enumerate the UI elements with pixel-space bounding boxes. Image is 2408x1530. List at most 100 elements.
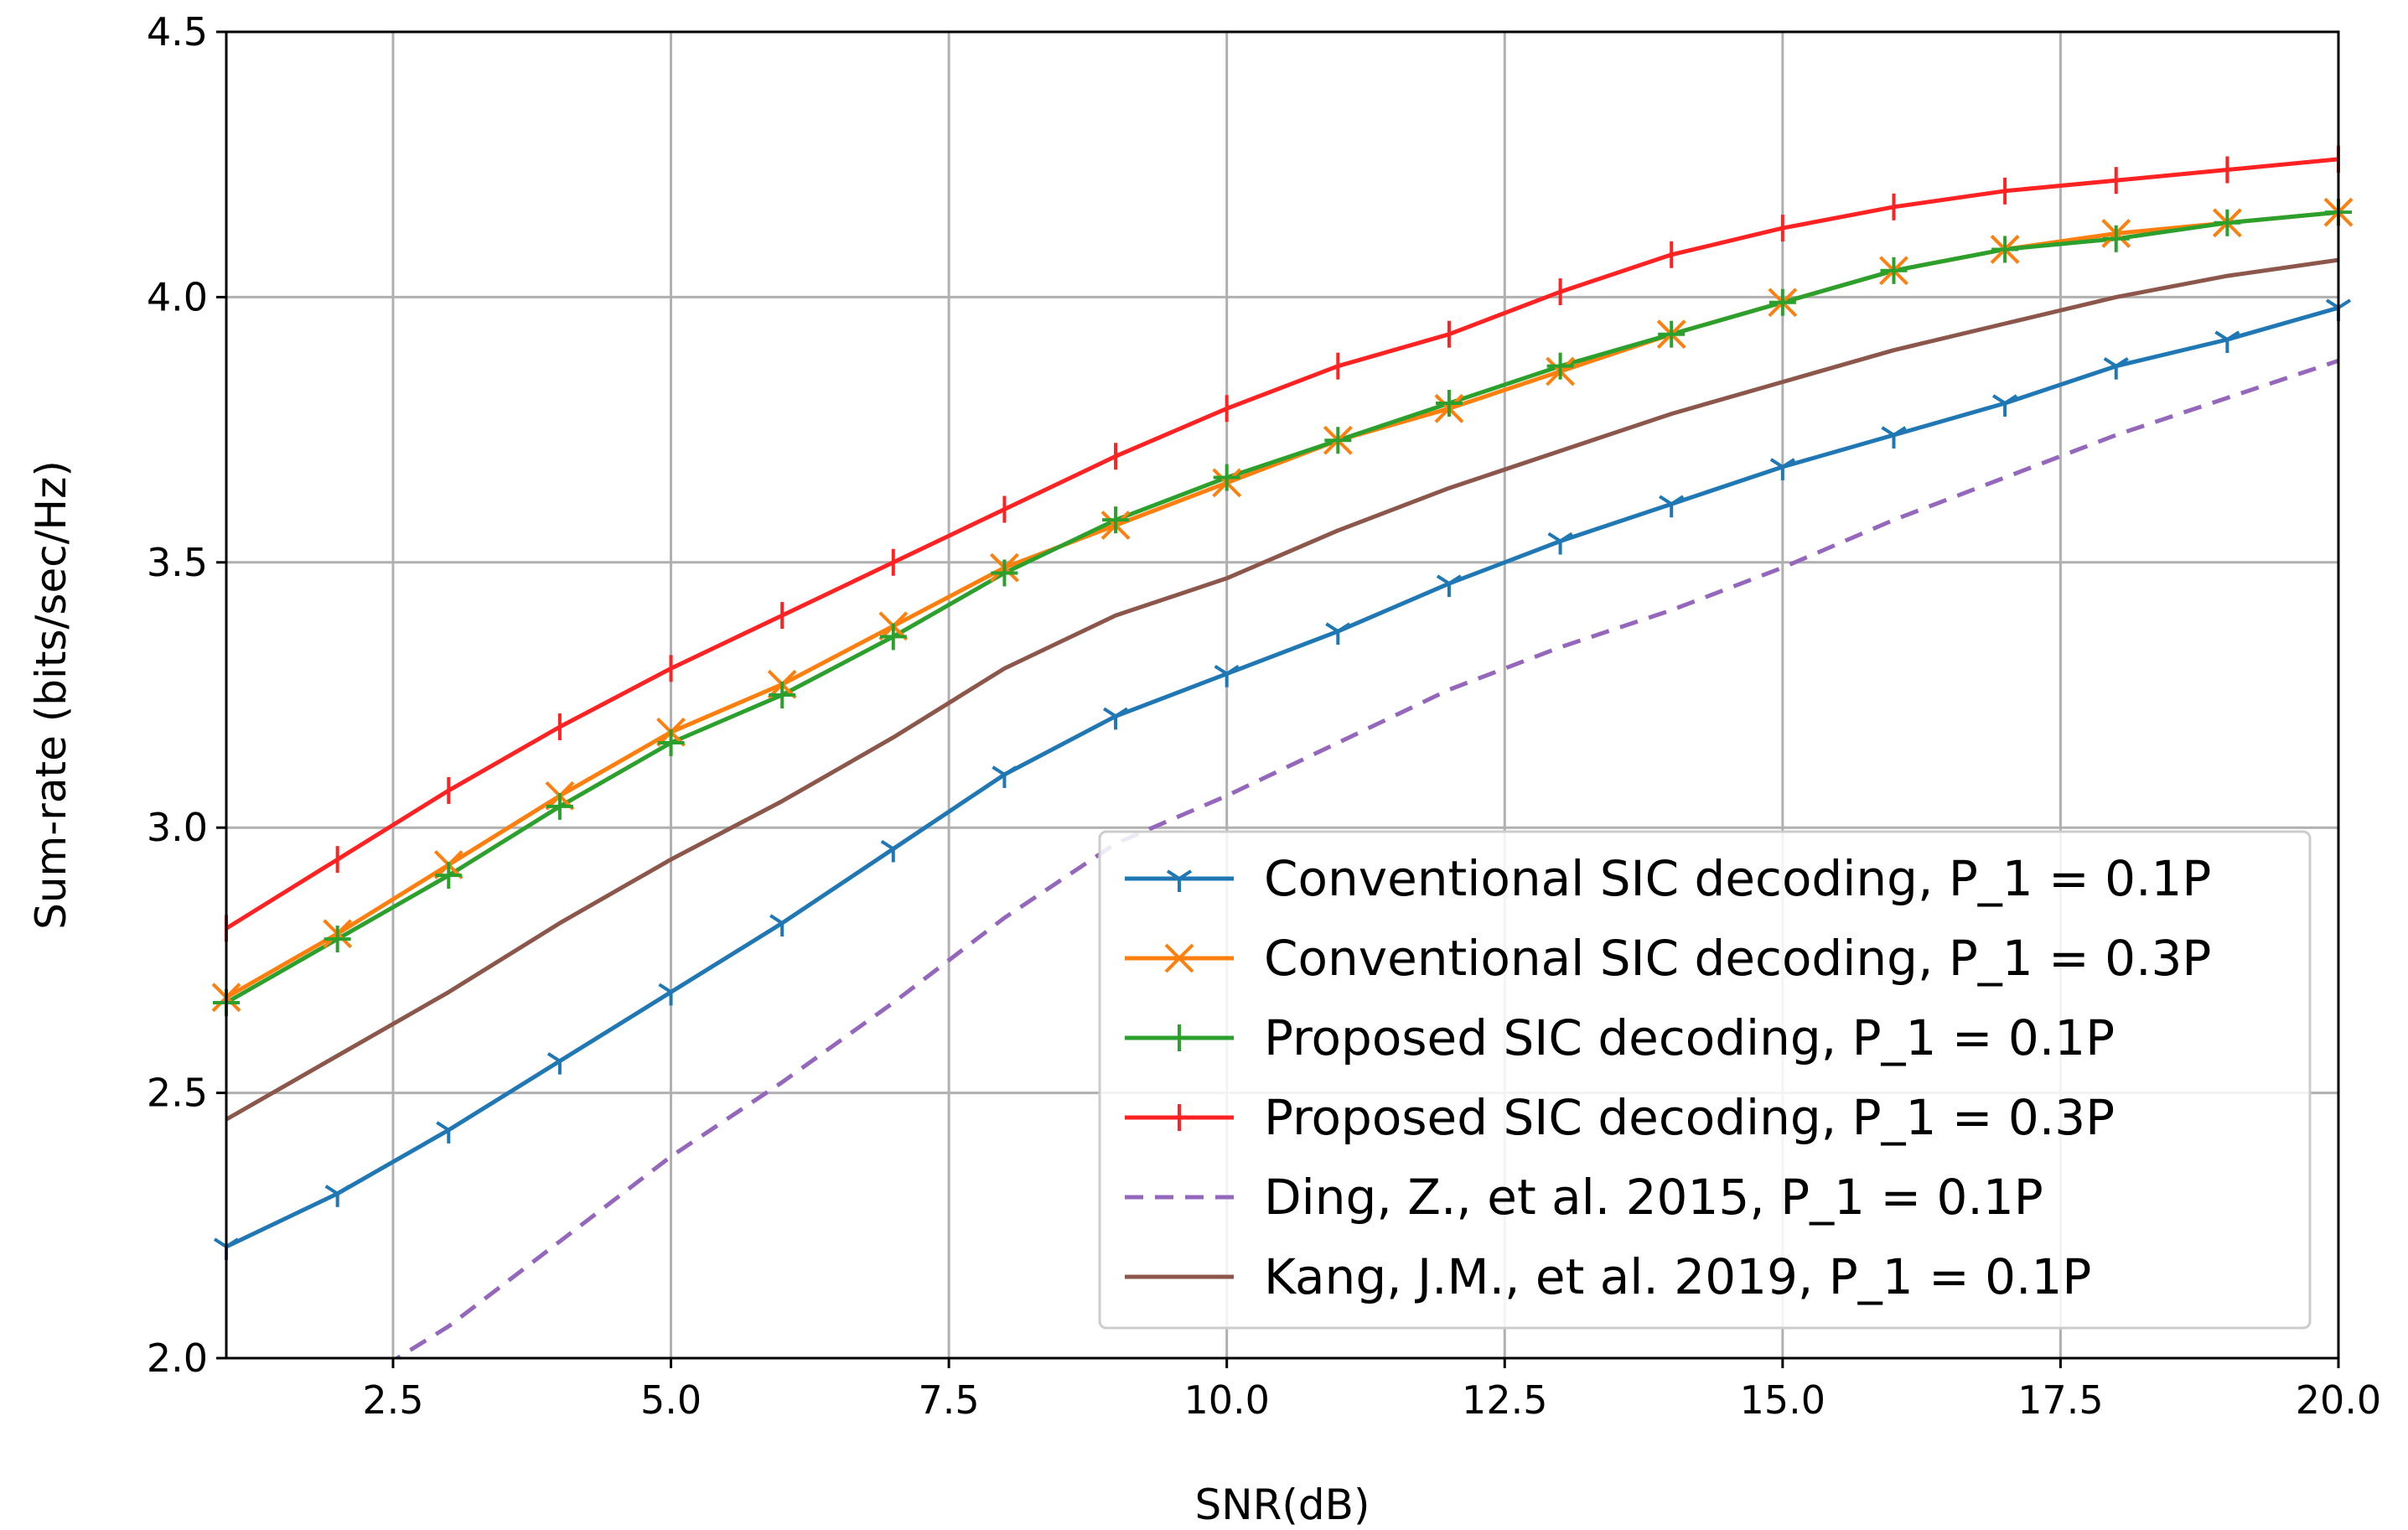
data-point xyxy=(2214,209,2241,236)
x-tick-label: 15.0 xyxy=(1740,1377,1825,1423)
marker-stroke xyxy=(769,914,784,925)
series-line-6 xyxy=(226,257,2338,1122)
data-point xyxy=(880,839,906,863)
data-point xyxy=(2102,225,2130,252)
y-axis-ticks: 2.0 2.5 3.0 3.5 4.0 4.5 xyxy=(147,9,226,1381)
x-tick-label: 20.0 xyxy=(2296,1377,2381,1423)
data-point xyxy=(992,765,1018,788)
marker-stroke xyxy=(658,983,672,994)
data-point xyxy=(324,1185,350,1207)
marker-stroke xyxy=(2325,298,2340,309)
marker-stroke xyxy=(2115,356,2129,368)
data-point xyxy=(1324,427,1352,454)
y-tick-label: 3.5 xyxy=(147,540,208,585)
markers-layer xyxy=(211,145,2354,1261)
y-axis-label: Sum-rate (bits/sec/Hz) xyxy=(27,460,75,930)
legend-box xyxy=(1098,830,2312,1330)
data-point xyxy=(1102,707,1129,730)
marker-stroke xyxy=(670,983,684,994)
marker-stroke xyxy=(2214,330,2229,341)
marker-stroke xyxy=(436,1121,450,1132)
data-point xyxy=(879,623,907,651)
data-point xyxy=(991,559,1018,587)
data-point xyxy=(1214,665,1240,687)
legend-label-1: Conventional SIC decoding, P_1 = 0.1P xyxy=(1264,850,2211,907)
marker-stroke xyxy=(2337,298,2352,309)
marker-stroke xyxy=(1003,765,1018,776)
x-tick-label: 7.5 xyxy=(919,1377,980,1423)
data-point xyxy=(436,1121,462,1144)
data-point xyxy=(1435,389,1463,417)
marker-stroke xyxy=(1670,495,1685,506)
marker-stroke xyxy=(1225,665,1240,676)
marker-stroke xyxy=(1166,869,1181,880)
marker-stroke xyxy=(1559,532,1573,543)
y-tick-label: 2.0 xyxy=(147,1336,208,1381)
marker-stroke xyxy=(546,1051,561,1063)
grid-lines xyxy=(226,32,2338,1358)
data-point xyxy=(1768,288,1796,316)
data-point xyxy=(324,926,351,953)
data-point xyxy=(1880,257,1908,284)
data-point xyxy=(1658,320,1686,348)
data-point xyxy=(1769,458,1795,480)
data-point xyxy=(1547,532,1573,555)
data-point xyxy=(1102,506,1130,534)
y-tick-label: 4.0 xyxy=(147,274,208,319)
data-point xyxy=(657,729,685,756)
marker-stroke xyxy=(1178,869,1193,880)
data-point xyxy=(1436,574,1463,598)
series-line-1 xyxy=(226,305,2338,1249)
legend-label-4: Proposed SIC decoding, P_1 = 0.3P xyxy=(1264,1089,2115,1146)
data-point xyxy=(546,1051,572,1075)
x-tick-label: 5.0 xyxy=(640,1377,702,1423)
legend-marker-1 xyxy=(1166,869,1193,892)
marker-stroke xyxy=(1769,458,1784,469)
marker-stroke xyxy=(1447,574,1463,585)
marker-stroke xyxy=(448,1121,462,1132)
data-point xyxy=(2214,330,2240,354)
y-tick-label: 3.0 xyxy=(147,805,208,850)
marker-stroke xyxy=(1659,495,1673,506)
marker-stroke xyxy=(1992,394,2007,405)
legend-marker-2 xyxy=(1164,943,1194,973)
marker-stroke xyxy=(1337,622,1351,633)
marker-stroke xyxy=(2004,394,2018,405)
marker-stroke xyxy=(1547,532,1561,543)
marker-stroke xyxy=(1114,707,1129,718)
data-point xyxy=(1992,394,2018,417)
x-tick-label: 12.5 xyxy=(1462,1377,1547,1423)
legend-label-6: Kang, J.M., et al. 2019, P_1 = 0.1P xyxy=(1264,1248,2091,1305)
x-tick-label: 2.5 xyxy=(362,1377,423,1423)
marker-stroke xyxy=(1214,665,1228,676)
legend-label-3: Proposed SIC decoding, P_1 = 0.1P xyxy=(1264,1009,2115,1066)
data-point xyxy=(435,862,463,889)
marker-stroke xyxy=(1893,426,1907,437)
plot-frame xyxy=(225,30,2340,1360)
marker-stroke xyxy=(1164,943,1194,973)
series-layer xyxy=(226,157,2338,1358)
x-axis-ticks: 2.5 5.0 7.5 10.0 12.5 15.0 17.5 20.0 xyxy=(362,1358,2381,1423)
x-axis-label: SNR(dB) xyxy=(1195,1481,1370,1529)
x-tick-label: 10.0 xyxy=(1183,1377,1269,1423)
data-point xyxy=(1659,495,1685,518)
marker-stroke xyxy=(336,1185,350,1195)
y-tick-label: 2.5 xyxy=(147,1071,208,1116)
data-point xyxy=(1881,426,1907,449)
marker-stroke xyxy=(1436,574,1451,585)
marker-stroke xyxy=(213,1237,228,1248)
data-point xyxy=(1546,352,1574,380)
legend-marker-3 xyxy=(1166,1024,1193,1051)
marker-stroke xyxy=(992,765,1006,776)
series-line-4 xyxy=(226,157,2338,931)
data-point xyxy=(769,682,796,708)
marker-stroke xyxy=(880,839,894,851)
x-tick-label: 17.5 xyxy=(2017,1377,2103,1423)
marker-stroke xyxy=(1781,458,1795,469)
series-line-3 xyxy=(226,210,2338,1005)
marker-stroke xyxy=(892,839,906,851)
marker-stroke xyxy=(781,914,795,925)
data-point xyxy=(658,983,684,1006)
marker-stroke xyxy=(2226,330,2240,341)
